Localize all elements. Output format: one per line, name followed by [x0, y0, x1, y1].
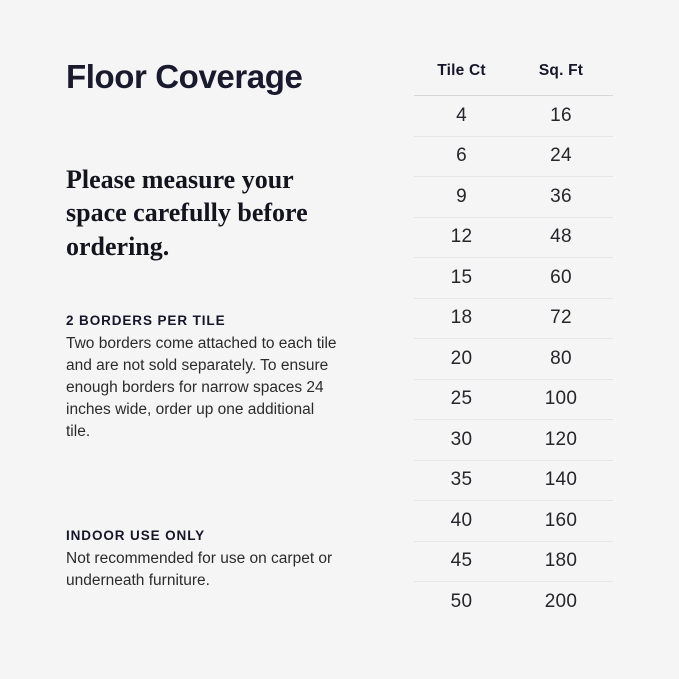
cell-sq-ft: 80 — [509, 338, 613, 380]
info-section-borders: 2 BORDERS PER TILE Two borders come atta… — [66, 312, 341, 443]
table-row: 40 160 — [414, 500, 613, 542]
coverage-table-body: 4 16 6 24 9 36 12 48 15 60 — [414, 95, 613, 622]
table-row: 9 36 — [414, 176, 613, 218]
info-section-body: Two borders come attached to each tile a… — [66, 334, 337, 440]
coverage-table: Tile Ct Sq. Ft 4 16 6 24 9 36 12 — [414, 62, 613, 622]
coverage-table-wrap: Tile Ct Sq. Ft 4 16 6 24 9 36 12 — [414, 62, 613, 622]
cell-tile-ct: 30 — [414, 419, 509, 461]
table-row: 4 16 — [414, 95, 613, 137]
cell-tile-ct: 50 — [450, 590, 473, 612]
table-header-row: Tile Ct Sq. Ft — [414, 62, 613, 96]
cell-sq-ft: 72 — [509, 298, 613, 339]
table-row: 50 200 — [414, 582, 613, 622]
cell-sq-ft: 200 — [544, 590, 578, 612]
table-row: 25 100 — [414, 379, 613, 420]
cell-tile-ct: 12 — [414, 217, 509, 258]
info-section-heading: 2 BORDERS PER TILE — [66, 313, 226, 328]
cell-tile-ct: 9 — [414, 176, 509, 218]
table-row: 20 80 — [414, 338, 613, 380]
cell-sq-ft: 120 — [509, 419, 613, 461]
cell-tile-ct: 40 — [414, 500, 509, 542]
table-row: 45 180 — [414, 541, 613, 582]
cell-tile-ct: 20 — [414, 338, 509, 380]
table-row: 30 120 — [414, 419, 613, 461]
cell-tile-ct: 18 — [414, 298, 509, 339]
table-row: 18 72 — [414, 298, 613, 339]
cell-tile-ct: 25 — [414, 379, 509, 420]
table-row: 15 60 — [414, 257, 613, 299]
cell-sq-ft: 36 — [509, 176, 613, 218]
table-row: 35 140 — [414, 460, 613, 501]
cell-sq-ft: 160 — [509, 500, 613, 542]
info-section-indoor-use: INDOOR USE ONLY Not recommended for use … — [66, 527, 341, 592]
lead-heading: Please measure your space carefully befo… — [66, 165, 308, 261]
cell-tile-ct: 15 — [414, 257, 509, 299]
cell-tile-ct: 35 — [414, 460, 509, 501]
info-column: Floor Coverage Please measure your space… — [66, 58, 366, 589]
cell-sq-ft: 60 — [509, 257, 613, 299]
cell-sq-ft: 48 — [509, 217, 613, 258]
info-section-body: Not recommended for use on carpet or und… — [66, 549, 333, 589]
cell-sq-ft: 16 — [509, 95, 613, 137]
cell-tile-ct: 45 — [414, 541, 509, 582]
cell-sq-ft: 140 — [509, 460, 613, 501]
info-section-heading: INDOOR USE ONLY — [66, 528, 206, 543]
cell-tile-ct: 6 — [414, 136, 509, 177]
table-row: 12 48 — [414, 217, 613, 258]
column-header-tile-ct: Tile Ct — [414, 62, 509, 96]
cell-sq-ft: 24 — [509, 136, 613, 177]
table-row: 6 24 — [414, 136, 613, 177]
page-title: Floor Coverage — [66, 58, 303, 95]
cell-sq-ft: 180 — [509, 541, 613, 582]
column-header-sq-ft: Sq. Ft — [509, 62, 613, 96]
cell-tile-ct: 4 — [414, 95, 509, 137]
cell-sq-ft: 100 — [509, 379, 613, 420]
